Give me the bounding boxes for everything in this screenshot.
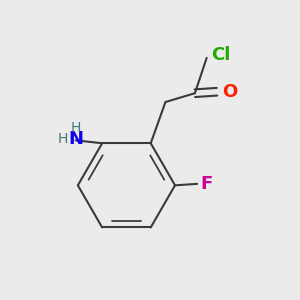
- Text: F: F: [200, 175, 212, 193]
- Text: Cl: Cl: [211, 46, 230, 64]
- Text: N: N: [68, 130, 83, 148]
- Text: H: H: [57, 132, 68, 146]
- Text: O: O: [222, 83, 238, 101]
- Text: H: H: [70, 121, 81, 135]
